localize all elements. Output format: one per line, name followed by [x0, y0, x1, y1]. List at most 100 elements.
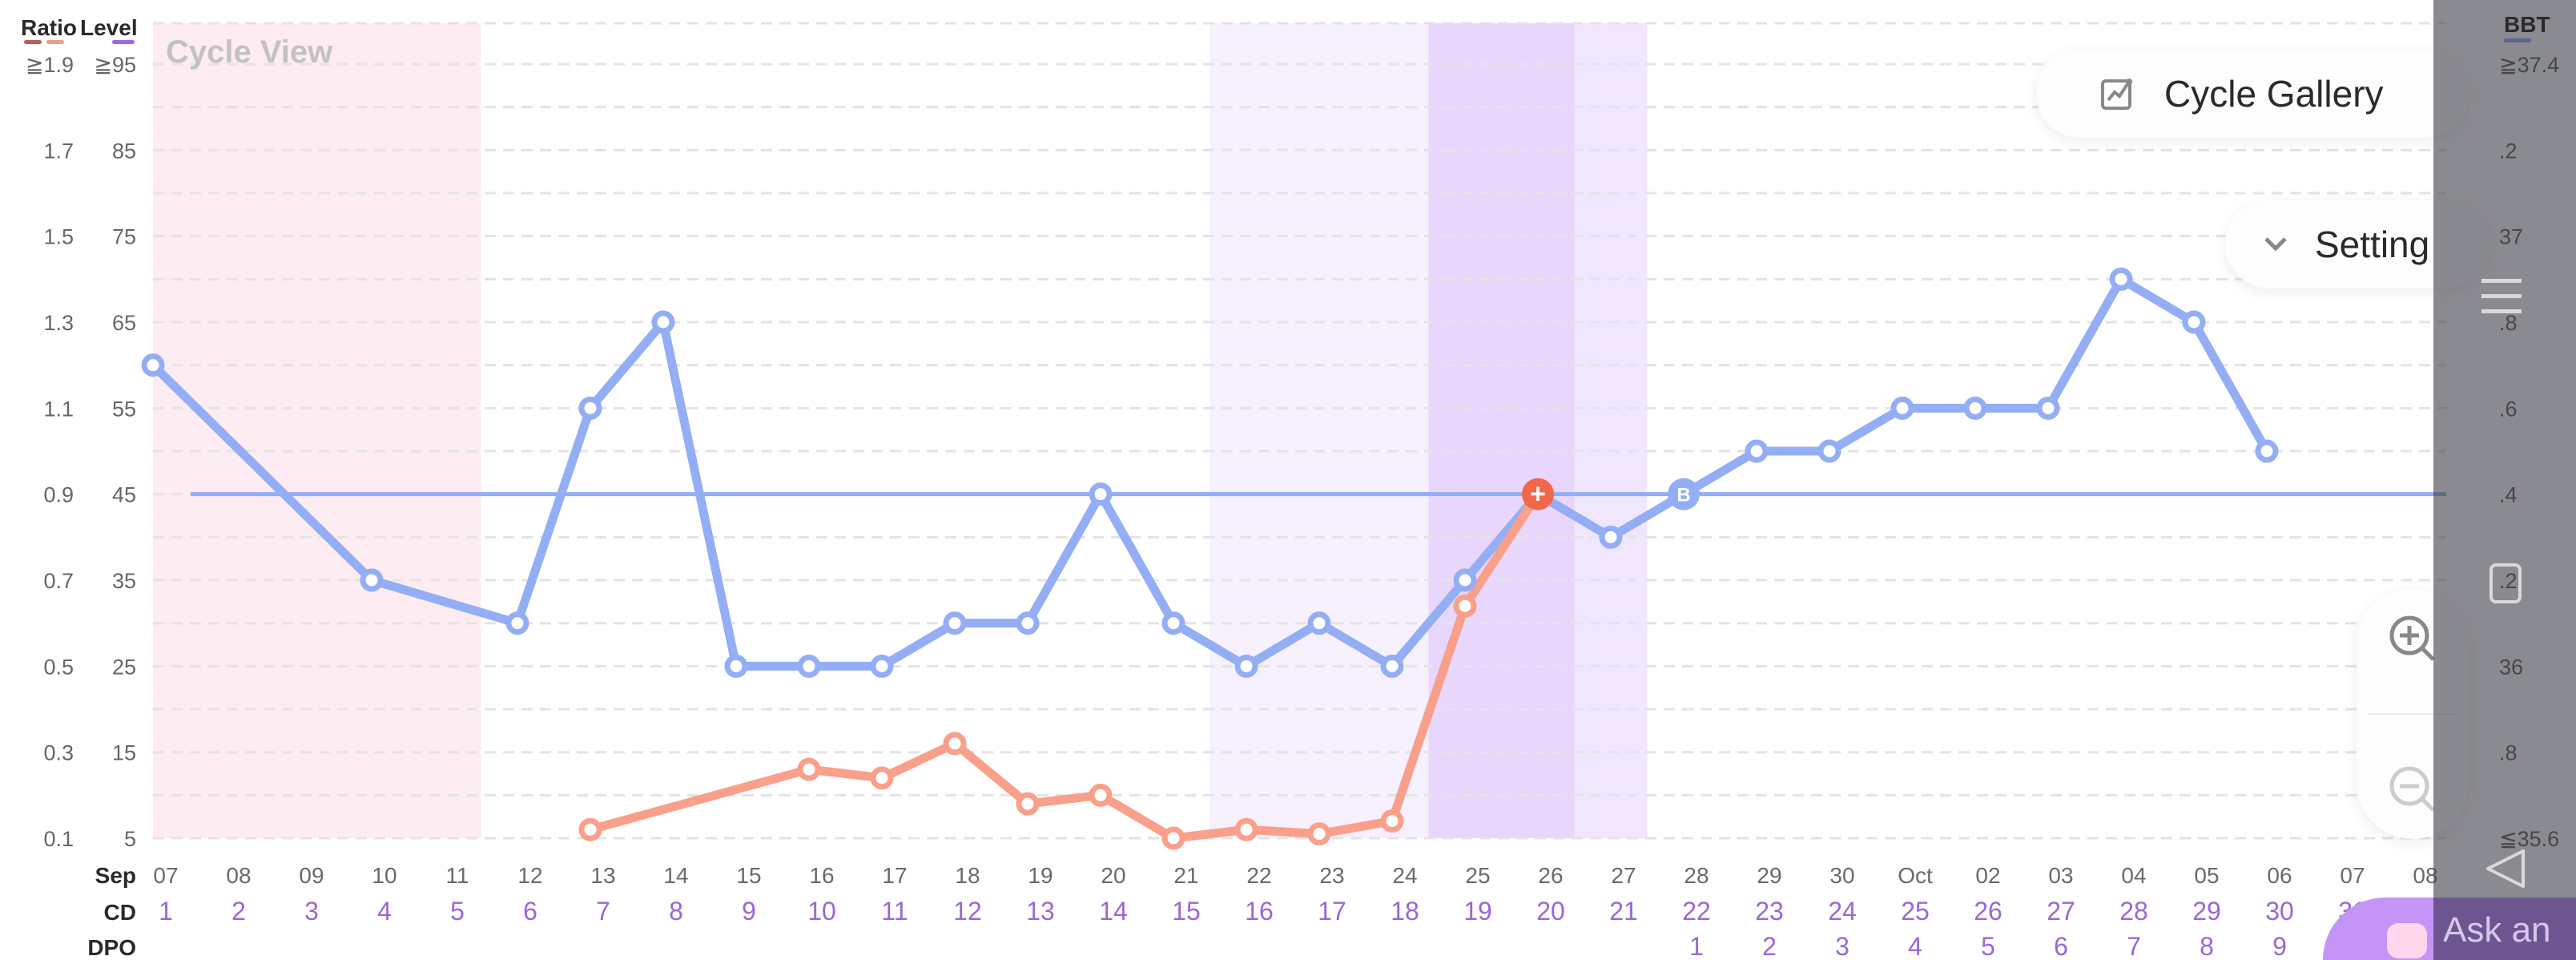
level-point[interactable] [1161, 826, 1185, 850]
ovulation-marker[interactable] [1668, 478, 1700, 510]
date-label: 07 [153, 863, 178, 888]
dpo-label: 4 [1908, 932, 1922, 960]
cycle-day-label[interactable]: 16 [1245, 897, 1274, 926]
level-point[interactable] [1234, 817, 1258, 841]
bbt-point[interactable] [360, 568, 384, 592]
month-row-label: Sep [95, 863, 136, 888]
bbt-point[interactable] [2255, 439, 2279, 463]
bbt-point[interactable] [1745, 439, 1769, 463]
drawer-scrim[interactable] [2433, 0, 2576, 960]
bbt-legend: BBT [2504, 13, 2550, 42]
level-point[interactable] [1380, 809, 1404, 833]
date-label: 17 [882, 863, 907, 888]
ratio-light-swatch [46, 40, 64, 44]
cycle-day-label[interactable]: 18 [1391, 897, 1419, 926]
zoom-out-icon[interactable] [2389, 765, 2437, 813]
bbt-point[interactable] [1089, 482, 1113, 506]
level-point[interactable] [1016, 792, 1040, 816]
bbt-point[interactable] [724, 654, 748, 678]
cycle-day-label[interactable]: 4 [377, 897, 392, 926]
bbt-point[interactable] [1890, 396, 1914, 420]
bbt-point[interactable] [1453, 568, 1477, 592]
bbt-point[interactable] [2182, 310, 2206, 334]
level-tick: 65 [112, 311, 136, 335]
cycle-day-label[interactable]: 8 [669, 897, 683, 926]
date-label: 09 [299, 863, 324, 888]
bbt-point[interactable] [1963, 396, 1987, 420]
cycle-day-label[interactable]: 28 [2119, 897, 2148, 926]
bbt-point[interactable] [1234, 654, 1258, 678]
dpo-label: 6 [2054, 932, 2068, 960]
cycle-day-label[interactable]: 26 [1974, 897, 2002, 926]
cycle-day-label[interactable]: 3 [304, 897, 319, 926]
date-label: 05 [2194, 863, 2219, 888]
level-point[interactable] [943, 732, 967, 756]
cycle-day-label[interactable]: 12 [953, 897, 982, 926]
bbt-point[interactable] [1307, 611, 1331, 635]
dpo-label: 7 [2127, 932, 2141, 960]
date-label: 30 [1829, 863, 1854, 888]
bbt-point[interactable] [1817, 439, 1841, 463]
bbt-point[interactable] [578, 396, 602, 420]
cycle-day-label[interactable]: 2 [231, 897, 246, 926]
ask-button[interactable]: Ask an [2323, 897, 2576, 960]
bbt-point[interactable] [1016, 611, 1040, 635]
level-point[interactable] [1307, 822, 1331, 846]
cycle-day-label[interactable]: 9 [742, 897, 756, 926]
cycle-day-label[interactable]: 5 [450, 897, 465, 926]
ratio-tick: ≧1.9 [26, 53, 74, 77]
cycle-day-label[interactable]: 22 [1682, 897, 1711, 926]
cycle-day-label[interactable]: 21 [1609, 897, 1638, 926]
cycle-day-label[interactable]: 15 [1172, 897, 1201, 926]
bbt-point[interactable] [943, 611, 967, 635]
level-tick: 15 [112, 741, 136, 765]
cycle-day-label[interactable]: 17 [1318, 897, 1346, 926]
bbt-point[interactable] [141, 353, 165, 377]
cycle-day-label[interactable]: 6 [523, 897, 537, 926]
bbt-point[interactable] [1161, 611, 1185, 635]
cycle-day-label[interactable]: 13 [1026, 897, 1055, 926]
bbt-point[interactable] [797, 654, 821, 678]
peak-marker[interactable] [1522, 478, 1554, 510]
level-point[interactable] [1453, 594, 1477, 618]
level-point[interactable] [578, 817, 602, 841]
selected-tick-box [2489, 563, 2522, 603]
bbt-point[interactable] [2109, 267, 2133, 291]
cycle-day-label[interactable]: 27 [2047, 897, 2075, 926]
cycle-day-label[interactable]: 20 [1536, 897, 1565, 926]
bbt-point[interactable] [651, 310, 675, 334]
cycle-gallery-button[interactable]: Cycle Gallery [2036, 50, 2469, 138]
level-point[interactable] [797, 757, 821, 781]
back-triangle-icon[interactable] [2483, 848, 2528, 889]
cycle-day-label[interactable]: 30 [2265, 897, 2294, 926]
bbt-point[interactable] [870, 654, 894, 678]
date-label: 04 [2121, 863, 2146, 888]
phase-band [1210, 23, 1429, 838]
cycle-day-label[interactable]: 29 [2192, 897, 2221, 926]
ratio-tick: 0.1 [43, 827, 74, 851]
hamburger-menu-icon[interactable] [2481, 279, 2522, 313]
date-label: 28 [1684, 863, 1709, 888]
cycle-day-label[interactable]: 11 [881, 897, 908, 926]
zoom-in-icon[interactable] [2389, 615, 2437, 663]
bbt-point[interactable] [1380, 654, 1404, 678]
cycle-day-label[interactable]: 25 [1901, 897, 1930, 926]
level-tick: 55 [112, 397, 136, 421]
cycle-day-label[interactable]: 7 [596, 897, 610, 926]
series-lines: B+ [141, 267, 2446, 850]
cycle-day-label[interactable]: 23 [1755, 897, 1784, 926]
cycle-day-label[interactable]: 24 [1828, 897, 1857, 926]
legend-level: Level [80, 15, 138, 40]
bbt-point[interactable] [1599, 525, 1623, 549]
date-label: 19 [1028, 863, 1053, 888]
cycle-day-label[interactable]: 10 [807, 897, 836, 926]
cycle-day-label[interactable]: 14 [1099, 897, 1128, 926]
cycle-day-label[interactable]: 19 [1463, 897, 1492, 926]
setting-label: Setting [2315, 224, 2430, 265]
level-point[interactable] [1089, 783, 1113, 807]
cycle-day-label[interactable]: 1 [159, 897, 173, 926]
level-point[interactable] [870, 766, 894, 790]
bbt-point[interactable] [505, 611, 529, 635]
bbt-point[interactable] [2036, 396, 2060, 420]
